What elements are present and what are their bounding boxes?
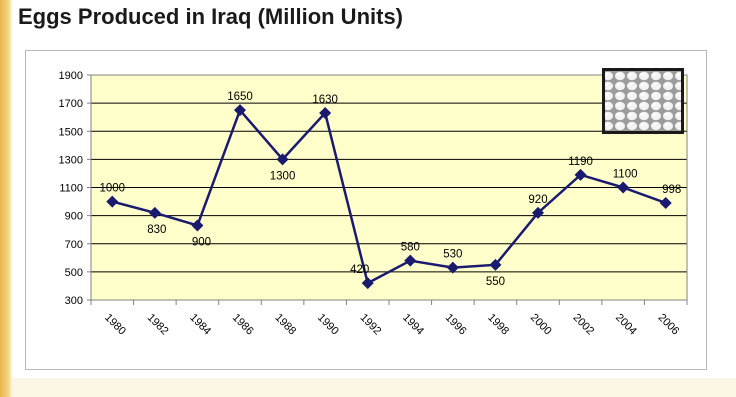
chart-title: Eggs Produced in Iraq (Million Units) xyxy=(18,4,404,29)
y-tick-label: 500 xyxy=(65,267,83,279)
data-label: 550 xyxy=(486,276,505,288)
data-point xyxy=(489,258,502,271)
data-label: 998 xyxy=(662,184,681,196)
data-label: 830 xyxy=(147,224,166,236)
data-label: 530 xyxy=(443,249,462,261)
data-point xyxy=(446,261,459,274)
y-tick-label: 900 xyxy=(65,211,83,223)
x-tick-label: 1984 xyxy=(187,312,213,338)
data-label: 1630 xyxy=(312,94,338,106)
y-tick-label: 1300 xyxy=(59,154,83,166)
slide-left-stripe xyxy=(0,0,12,397)
x-tick-label: 2006 xyxy=(656,312,682,338)
y-tick-label: 300 xyxy=(65,295,83,307)
data-label: 1300 xyxy=(270,170,296,182)
slide-bottom-band xyxy=(12,378,736,397)
data-point xyxy=(532,206,544,219)
x-tick-label: 1986 xyxy=(230,312,256,338)
data-point xyxy=(617,181,630,194)
x-tick-label: 1998 xyxy=(485,312,511,338)
data-point xyxy=(191,219,204,232)
data-label: 1100 xyxy=(613,169,638,181)
series-line xyxy=(111,107,667,285)
x-tick-label: 1994 xyxy=(400,312,426,338)
data-point xyxy=(404,254,417,267)
x-tick-label: 2002 xyxy=(570,312,596,338)
data-label: 420 xyxy=(350,264,369,276)
data-point xyxy=(574,168,587,181)
x-tick-label: 1980 xyxy=(102,312,128,338)
x-tick-label: 2004 xyxy=(613,312,639,338)
data-label: 1000 xyxy=(99,183,125,195)
egg-tray-photo xyxy=(602,68,684,134)
data-label: 900 xyxy=(192,236,211,248)
x-tick-label: 2000 xyxy=(528,312,554,338)
data-label: 580 xyxy=(401,242,420,254)
y-tick-label: 1900 xyxy=(59,70,83,82)
data-point xyxy=(148,206,161,219)
y-tick-label: 1700 xyxy=(59,98,83,110)
chart-frame: 300 500 700 900 1100 1300 1500 1700 1900 1980 198… xyxy=(25,50,707,370)
y-tick-label: 700 xyxy=(65,239,83,251)
data-point xyxy=(276,153,289,166)
x-tick-label: 1988 xyxy=(272,312,298,338)
x-tick-label: 1996 xyxy=(443,312,469,338)
egg-tray-image xyxy=(605,71,681,131)
y-tick-label: 1100 xyxy=(59,183,83,195)
data-point xyxy=(659,196,672,209)
y-tick-label: 1500 xyxy=(59,126,83,138)
x-tick-label: 1982 xyxy=(145,312,171,338)
data-point xyxy=(319,106,332,119)
x-tick-label: 1992 xyxy=(358,312,384,338)
data-point xyxy=(234,104,246,117)
data-point xyxy=(361,277,374,290)
data-label: 1650 xyxy=(227,91,253,103)
data-label: 1190 xyxy=(568,156,593,168)
data-point xyxy=(106,195,119,208)
data-label: 920 xyxy=(528,194,547,206)
x-tick-label: 1990 xyxy=(315,312,341,338)
egg-production-chart: 300 500 700 900 1100 1300 1500 1700 1900 1980 198… xyxy=(59,68,688,338)
